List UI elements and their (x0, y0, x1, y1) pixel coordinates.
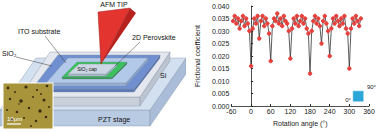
svg-text:0°: 0° (345, 97, 351, 103)
svg-text:Frictional coefficient: Frictional coefficient (194, 25, 201, 87)
svg-text:0.010: 0.010 (212, 78, 230, 85)
svg-text:0.015: 0.015 (212, 65, 230, 72)
svg-text:0.020: 0.020 (212, 53, 230, 60)
svg-text:120: 120 (285, 108, 297, 115)
svg-text:180: 180 (304, 108, 316, 115)
svg-text:SiO₂: SiO₂ (2, 50, 17, 57)
svg-text:360: 360 (363, 108, 375, 115)
svg-text:0: 0 (249, 108, 253, 115)
svg-text:ITO substrate: ITO substrate (18, 28, 60, 35)
svg-text:0.030: 0.030 (212, 28, 230, 35)
svg-text:0.035: 0.035 (212, 15, 230, 22)
svg-text:Rotation angle (°): Rotation angle (°) (273, 120, 328, 128)
svg-text:SiO₂ cap: SiO₂ cap (77, 66, 97, 72)
svg-text:10μm: 10μm (7, 116, 22, 122)
svg-text:60: 60 (267, 108, 275, 115)
svg-text:0.005: 0.005 (212, 90, 230, 97)
svg-text:2D Perovskite: 2D Perovskite (132, 34, 176, 41)
svg-text:AFM TIP: AFM TIP (100, 1, 128, 8)
svg-text:0.000: 0.000 (211, 102, 230, 110)
svg-text:90°: 90° (367, 84, 377, 90)
svg-text:0.025: 0.025 (212, 40, 230, 47)
svg-text:240: 240 (324, 108, 336, 115)
svg-text:300: 300 (344, 108, 356, 115)
svg-text:PZT stage: PZT stage (98, 116, 130, 124)
svg-text:0.040: 0.040 (212, 3, 230, 10)
svg-text:Si: Si (160, 72, 167, 79)
svg-text:-60: -60 (226, 108, 236, 115)
